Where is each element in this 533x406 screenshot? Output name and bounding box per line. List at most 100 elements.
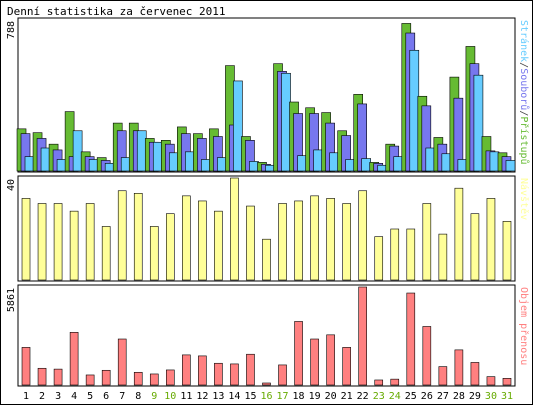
bar-day-8: [133, 371, 143, 386]
bar-strnek-day-25: [409, 49, 420, 172]
bar-strnek-day-13: [217, 157, 227, 172]
bar-day-16: [262, 382, 271, 386]
bar-day-14: [230, 177, 239, 281]
bar-strnek-day-2: [40, 147, 51, 172]
bar-day-25: [406, 228, 416, 281]
bar-day-29: [470, 362, 480, 386]
bar-strnek-day-18: [297, 155, 307, 172]
panel-frame: [17, 284, 516, 387]
x-tick-label: 12: [196, 391, 208, 402]
bar-day-22: [358, 286, 367, 386]
x-tick-label: 1: [23, 391, 29, 402]
bar-day-28: [454, 349, 464, 386]
x-tick-label: 31: [501, 391, 513, 402]
x-tick-label: 22: [357, 391, 369, 402]
bar-strnek-day-3: [56, 159, 67, 172]
bar-strnek-day-1: [24, 156, 35, 172]
bar-day-4: [69, 332, 79, 386]
bar-day-27: [438, 233, 448, 281]
bar-strnek-day-11: [185, 151, 195, 172]
panel-frame: [17, 17, 516, 173]
bar-day-9: [149, 226, 159, 281]
bar-day-23: [374, 379, 384, 386]
bar-day-2: [37, 367, 47, 386]
chart-panel-1: 788 Stránek/Souborů/Přístupů: [6, 17, 530, 173]
bar-strnek-day-9: [152, 141, 163, 172]
bar-day-12: [198, 355, 207, 386]
bar-strnek-day-6: [104, 163, 115, 172]
bar-strnek-day-28: [457, 159, 468, 172]
bar-strnek-day-21: [345, 159, 355, 172]
x-tick-label: 23: [373, 391, 385, 402]
chart-title: Denní statistika za červenec 2011: [7, 5, 226, 18]
bar-strnek-day-7: [120, 157, 131, 172]
bar-strnek-day-20: [329, 152, 339, 172]
x-tick-label: 10: [164, 391, 176, 402]
x-tick-label: 8: [135, 391, 141, 402]
x-tick-label: 30: [485, 391, 497, 402]
legend-entry: Návštěv: [518, 178, 530, 220]
bar-day-22: [358, 190, 367, 281]
y-axis-max-label: 788: [6, 21, 17, 39]
bar-strnek-day-29: [473, 74, 484, 172]
x-tick-label: 21: [341, 391, 353, 402]
x-tick-label: 24: [389, 391, 401, 402]
bar-day-30: [486, 198, 496, 281]
bar-day-7: [117, 338, 127, 386]
x-tick-label: 13: [212, 391, 224, 402]
bar-strnek-day-31: [505, 160, 516, 172]
legend-entry: Souborů: [518, 68, 530, 110]
bar-day-23: [374, 236, 384, 281]
bar-day-9: [149, 373, 159, 386]
legend-separator: /: [518, 110, 529, 116]
x-tick-label: 26: [421, 391, 433, 402]
x-tick-label: 7: [119, 391, 125, 402]
bar-day-11: [182, 195, 191, 281]
x-tick-label: 15: [244, 391, 256, 402]
x-tick-label: 16: [260, 391, 272, 402]
bar-day-8: [133, 193, 143, 281]
x-tick-label: 6: [103, 391, 109, 402]
bar-day-17: [278, 203, 287, 281]
bar-strnek-day-30: [489, 151, 500, 172]
legend-entry: Přístupů: [518, 116, 530, 164]
bar-strnek-day-14: [233, 80, 243, 172]
bar-day-14: [230, 363, 239, 386]
bar-day-2: [37, 203, 47, 281]
bar-day-17: [278, 364, 287, 386]
bar-day-20: [326, 198, 335, 281]
y-axis-max-label: 5861: [6, 288, 17, 312]
bar-day-31: [502, 221, 512, 281]
bar-day-11: [182, 354, 191, 386]
x-tick-label: 19: [309, 391, 321, 402]
x-tick-label: 27: [437, 391, 449, 402]
bar-day-19: [310, 338, 319, 386]
bar-strnek-day-17: [281, 72, 291, 172]
x-tick-label: 20: [325, 391, 337, 402]
x-tick-label: 25: [405, 391, 417, 402]
bar-day-21: [342, 347, 351, 386]
bar-day-5: [85, 203, 95, 281]
legend: Objem přenosu: [518, 287, 530, 365]
y-axis-max-label: 40: [6, 179, 17, 191]
bar-day-1: [21, 198, 31, 281]
x-tick-label: 17: [277, 391, 289, 402]
bar-day-26: [422, 203, 432, 281]
bar-strnek-day-15: [249, 161, 259, 172]
bar-day-7: [117, 190, 127, 281]
bar-day-31: [502, 378, 512, 386]
legend-entry: Stránek: [518, 20, 530, 62]
bar-day-18: [294, 321, 303, 386]
bar-day-10: [166, 213, 175, 281]
bar-strnek-day-5: [88, 159, 99, 172]
bar-day-16: [262, 238, 271, 281]
bar-day-6: [101, 226, 111, 281]
bar-day-13: [214, 210, 223, 281]
legend-separator: /: [518, 62, 529, 68]
bar-day-12: [198, 200, 207, 281]
legend: Stránek/Souborů/Přístupů: [518, 20, 530, 165]
x-tick-label: 29: [469, 391, 481, 402]
bar-strnek-day-27: [441, 153, 452, 172]
